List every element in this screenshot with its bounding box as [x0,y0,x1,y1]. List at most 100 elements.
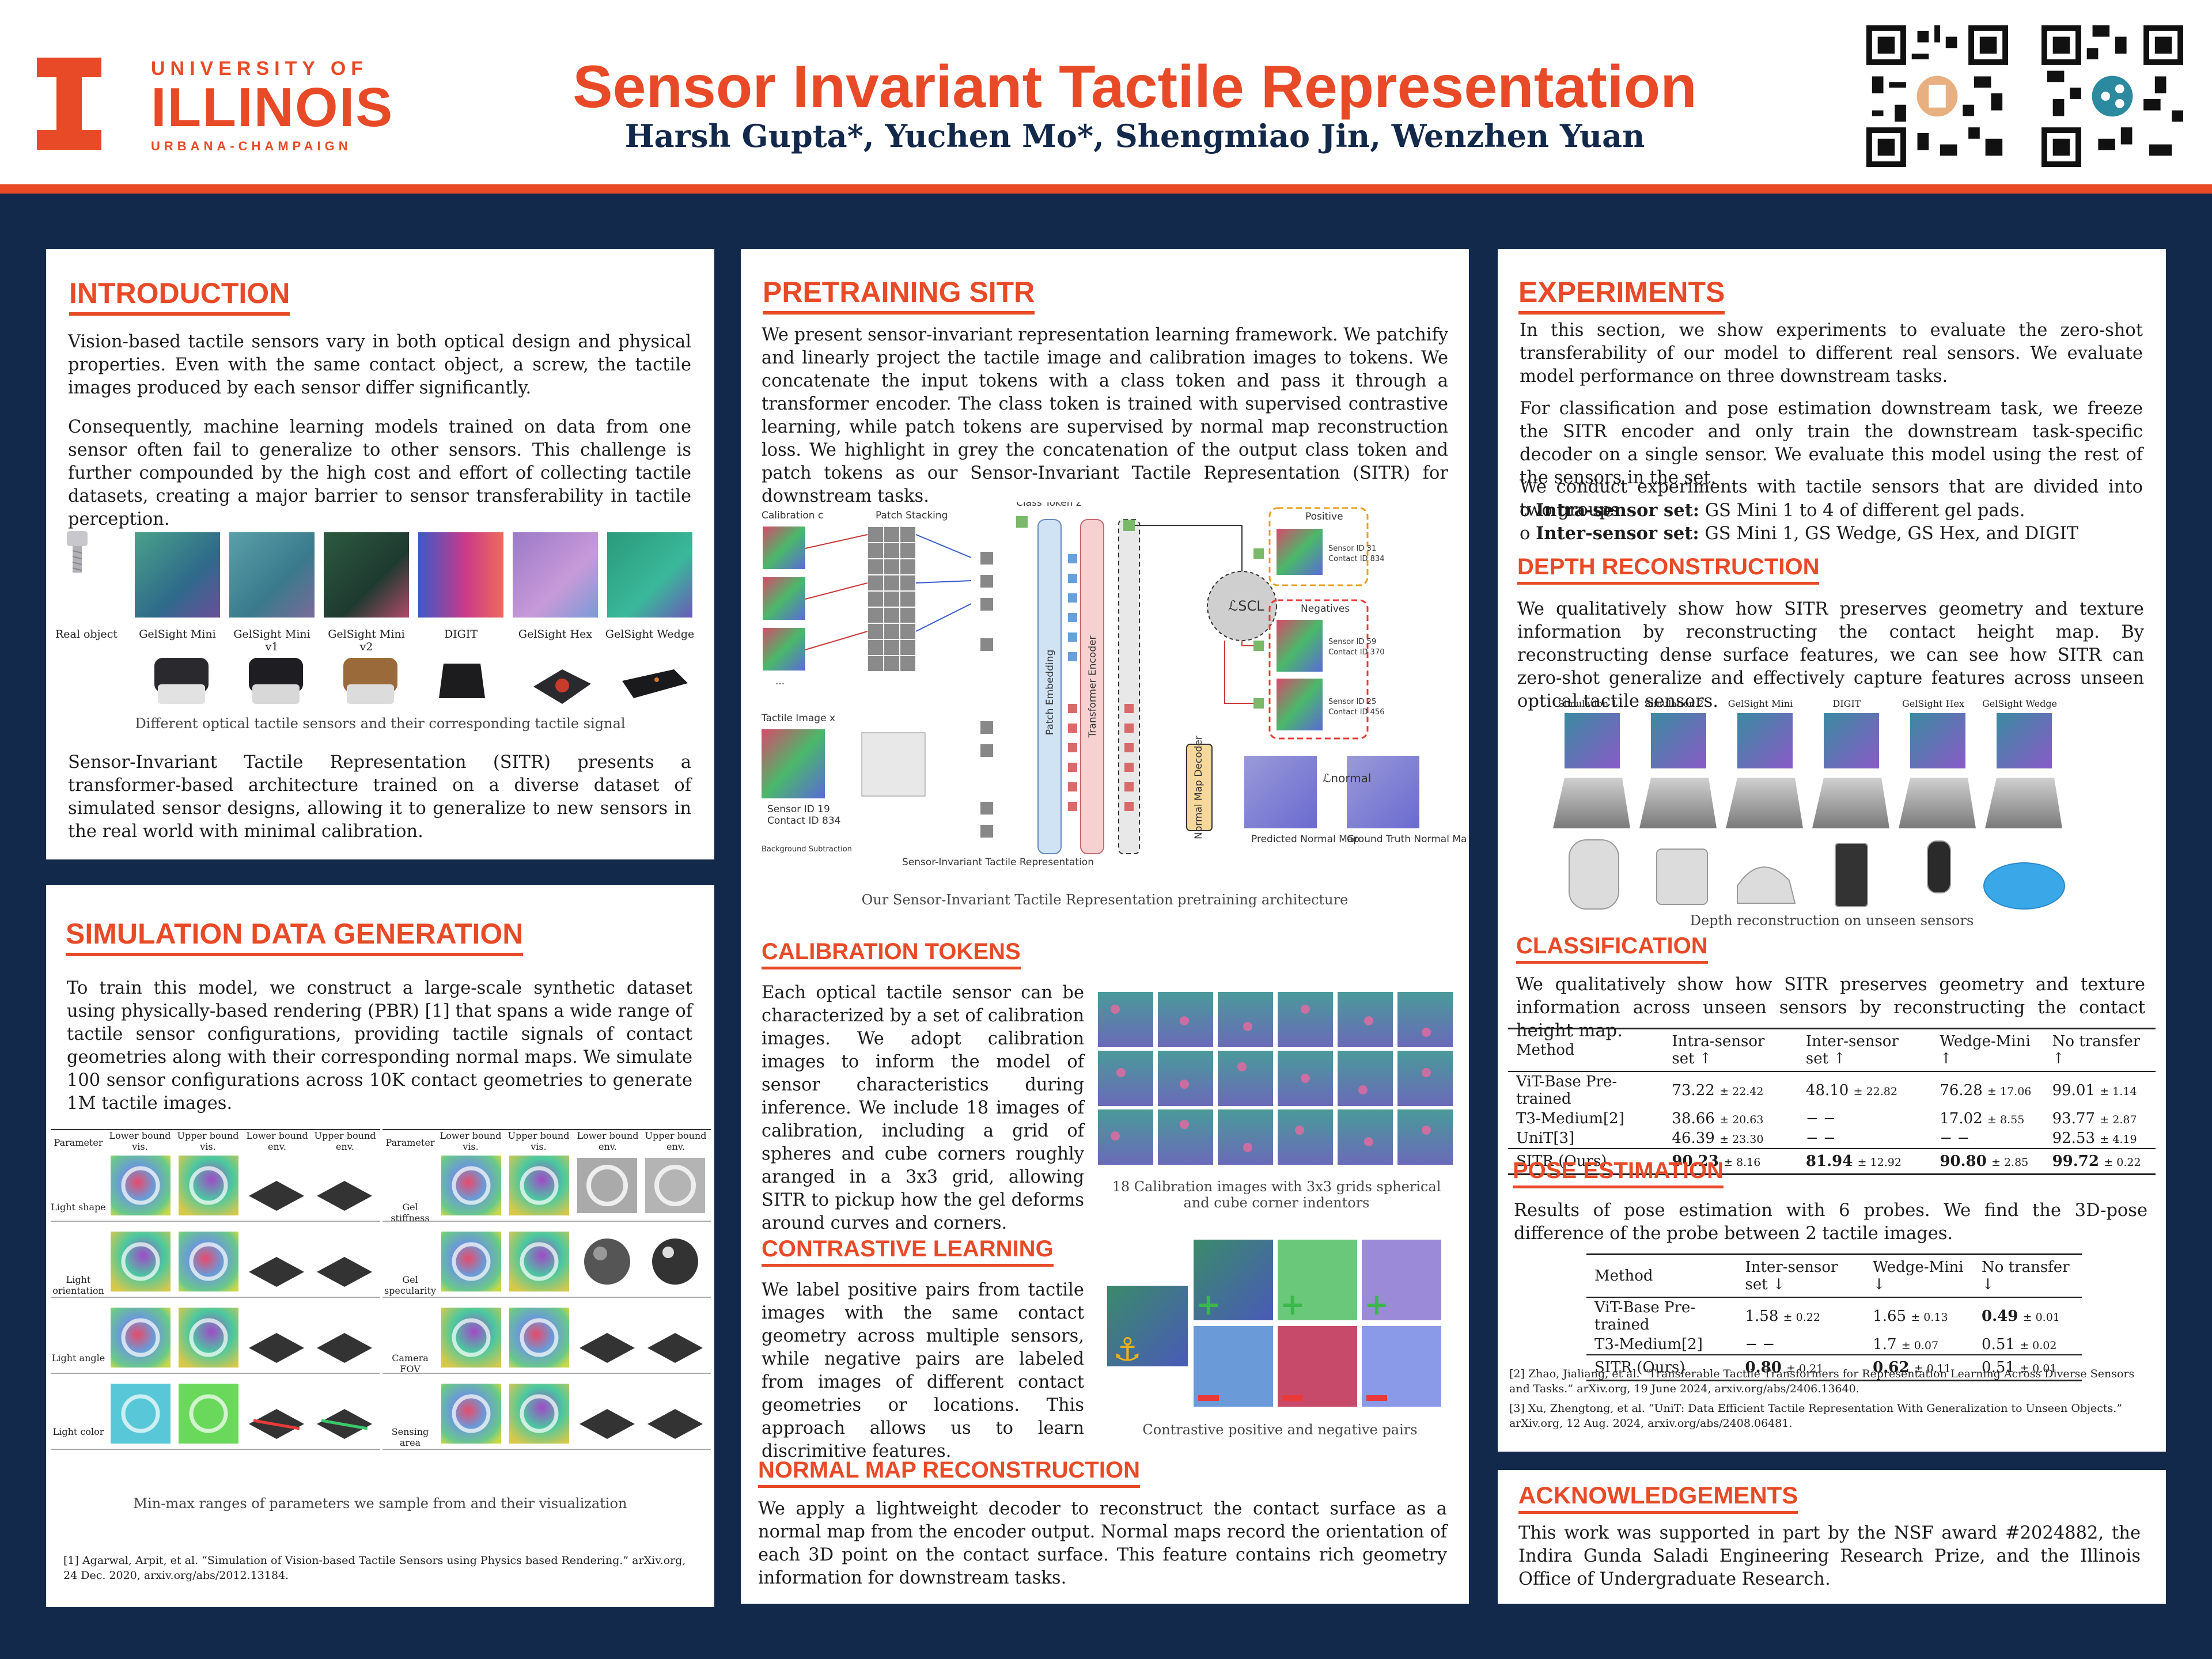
gelsight-mini-v2-sensor-photo [343,658,397,704]
experiments-paragraph-3: We conduct experiments with tactile sens… [1520,477,2143,520]
cls-cell: − − [1805,1130,1836,1147]
param-sensing-area: Sensing area [391,1426,429,1448]
param-header-upper-vis: Upper bound vis. [177,1130,239,1152]
pose-cell-std: ± 0.21 [1786,1362,1824,1375]
param-light-orientation: Light orientation [52,1274,104,1296]
introduction-panel: INTRODUCTION Vision-based tactile sensor… [46,249,714,859]
table-row-best: SITR (Ours) 0.80 ± 0.21 0.62 ± 0.11 0.51… [1586,1354,2082,1381]
logo-top-line: UNIVERSITY OF [151,58,369,79]
svg-text:+: + [1364,1287,1389,1322]
tactile-input-image [762,729,825,798]
experiments-title: EXPERIMENTS [1518,275,1725,315]
param-header-upper-env: Upper bound env. [314,1130,376,1152]
pretraining-panel: PRETRAINING SITR We present sensor-invar… [741,249,1469,1604]
pose-header-inter: Inter-sensor set ↓ [1737,1253,1865,1298]
gelsight-wedge-sensor-photo [622,669,688,698]
cls-cell: 99.72 [2052,1153,2099,1170]
pose-cell: SITR (Ours) [1586,1354,1737,1381]
fig-label-real-object: Real object [55,628,118,641]
cls-cell: − − [1805,1110,1836,1127]
simulation-paragraph: To train this model, we construct a larg… [67,978,692,1113]
tactile-image-gelsight-wedge [607,532,692,618]
param-visualization-grid [51,1156,711,1450]
param-header-parameter-r: Parameter [385,1137,435,1148]
diag-tactile-sensor-id: Sensor ID 19 [767,804,830,815]
param-header-lower-env: Lower bound env. [246,1130,308,1152]
tactile-image-gelsight-hex [513,532,598,618]
diag-patch-embedding-label: Patch Embedding [1044,650,1056,736]
group-2-text: GS Mini 1, GS Wedge, GS Hex, and DIGIT [1705,524,2079,544]
transformer-encoder-block [1080,519,1104,854]
table-row: ViT-Base Pre-trained 1.58 ± 0.22 1.65 ± … [1586,1297,2082,1335]
experiments-group-2: o Inter-sensor set: GS Mini 1, GS Wedge,… [1520,522,2143,546]
cls-cell: 46.39 [1672,1130,1715,1147]
depth-col-gelsight-wedge: GelSight Wedge [1982,698,2058,709]
calibration-images-grid [1098,992,1453,1165]
cls-cell: 99.01 [2052,1082,2096,1099]
param-light-shape: Light shape [51,1202,106,1213]
cls-cell: 92.53 [2052,1130,2096,1147]
contrastive-figure-caption: Contrastive positive and negative pairs [1142,1422,1418,1438]
cls-cell-std: ± 20.63 [1719,1113,1764,1126]
cls-cell: SITR (Ours) [1508,1148,1664,1175]
calibration-paragraph: Each optical tactile sensor can be chara… [762,983,1084,1233]
pretraining-figure-caption: Our Sensor-Invariant Tactile Representat… [861,892,1349,908]
logo-main-line: ILLINOIS [151,77,394,138]
classification-table: Method Intra-sensor set ↑ Inter-sensor s… [1508,1028,2156,1175]
acknowledgements-title: ACKNOWLEDGEMENTS [1518,1482,1798,1514]
table-row-best: SITR (Ours) 90.23 ± 8.16 81.94 ± 12.92 9… [1508,1148,2156,1175]
cls-header-method: Method [1508,1028,1664,1072]
patch-embedding-block [1037,519,1062,854]
depth-reconstruction-figure [1553,713,2065,910]
poster-title: Sensor Invariant Tactile Representation [573,54,1697,120]
depth-col-gelsight-mini: GelSight Mini [1728,698,1793,709]
diag-positive-contact: Contact ID 834 [1328,555,1385,563]
pose-cell: 1.65 [1873,1308,1907,1325]
param-table-right-header [382,1129,711,1150]
svg-text:+: + [1280,1287,1305,1322]
cls-cell: UniT[3] [1516,1130,1575,1147]
diag-patch-stacking-label: Patch Stacking [876,510,948,521]
group-1-label: Intra-sensor set: [1536,500,1699,521]
pose-reference-3: [3] Xu, Zhengtong, et al. “UniT: Data Ef… [1509,1402,2123,1430]
intro-paragraph-3: Sensor-Invariant Tactile Representation … [68,752,691,842]
pose-header-method: Method [1586,1253,1737,1298]
paper-qr-code[interactable] [1866,25,2008,167]
intro-paragraph-1: Vision-based tactile sensors vary in bot… [68,332,691,398]
gelsight-mini-sensor-photo [154,658,209,704]
cls-cell: 76.28 [1940,1082,1983,1099]
group-1-text: GS Mini 1 to 4 of different gel pads. [1705,501,2025,521]
diag-neg2-contact: Contact ID 456 [1328,708,1385,717]
diag-tactile-contact-id: Contact ID 834 [767,815,841,827]
share-qr-code[interactable] [2041,25,2183,167]
cls-cell: − − [1940,1130,1970,1147]
cls-header-inter: Inter-sensor set ↑ [1797,1028,1932,1072]
cls-cell-std: ± 2.87 [2100,1113,2137,1126]
cls-cell-std: ± 8.55 [1987,1113,2025,1126]
anchor-icon: ⚓ [1113,1331,1142,1369]
cls-cell-std: ± 22.42 [1719,1085,1764,1098]
cls-cell: 48.10 [1805,1082,1849,1099]
cls-cell: 93.77 [2052,1110,2096,1127]
cls-cell: 90.80 [1940,1153,1987,1170]
diag-positive-label: Positive [1305,511,1343,522]
cls-cell-std: ± 0.22 [2104,1156,2141,1169]
plus-icon: + + + [1196,1287,1389,1322]
fig-label-gelsight-mini: GelSight Mini [139,628,216,641]
diag-neg2-sensor: Sensor ID 25 [1328,698,1376,706]
cls-cell-std: ± 22.82 [1853,1085,1897,1098]
table-row: ViT-Base Pre-trained 73.22 ± 22.42 48.10… [1508,1071,2156,1109]
table-row: T3-Medium[2] 38.66 ± 20.63 − − 17.02 ± 8… [1508,1109,2156,1128]
share-icon [2092,75,2133,117]
cls-cell: 73.22 [1672,1082,1715,1099]
depth-figure-caption: Depth reconstruction on unseen sensors [1690,912,1974,929]
pose-cell: 1.7 [1873,1336,1897,1353]
pose-cell-std: ± 0.07 [1901,1339,1939,1352]
cls-cell: 38.66 [1672,1110,1715,1127]
param-header-lower-vis-r: Lower bound vis. [440,1130,502,1152]
param-header-upper-env-r: Upper bound env. [645,1130,707,1152]
digit-sensor-photo [439,664,485,698]
university-logo-text: UNIVERSITY OF ILLINOIS URBANA-CHAMPAIGN [151,58,416,154]
param-light-angle: Light angle [51,1353,105,1363]
sitr-architecture-diagram: Calibration c Patch Stacking Class Token… [761,502,1467,868]
